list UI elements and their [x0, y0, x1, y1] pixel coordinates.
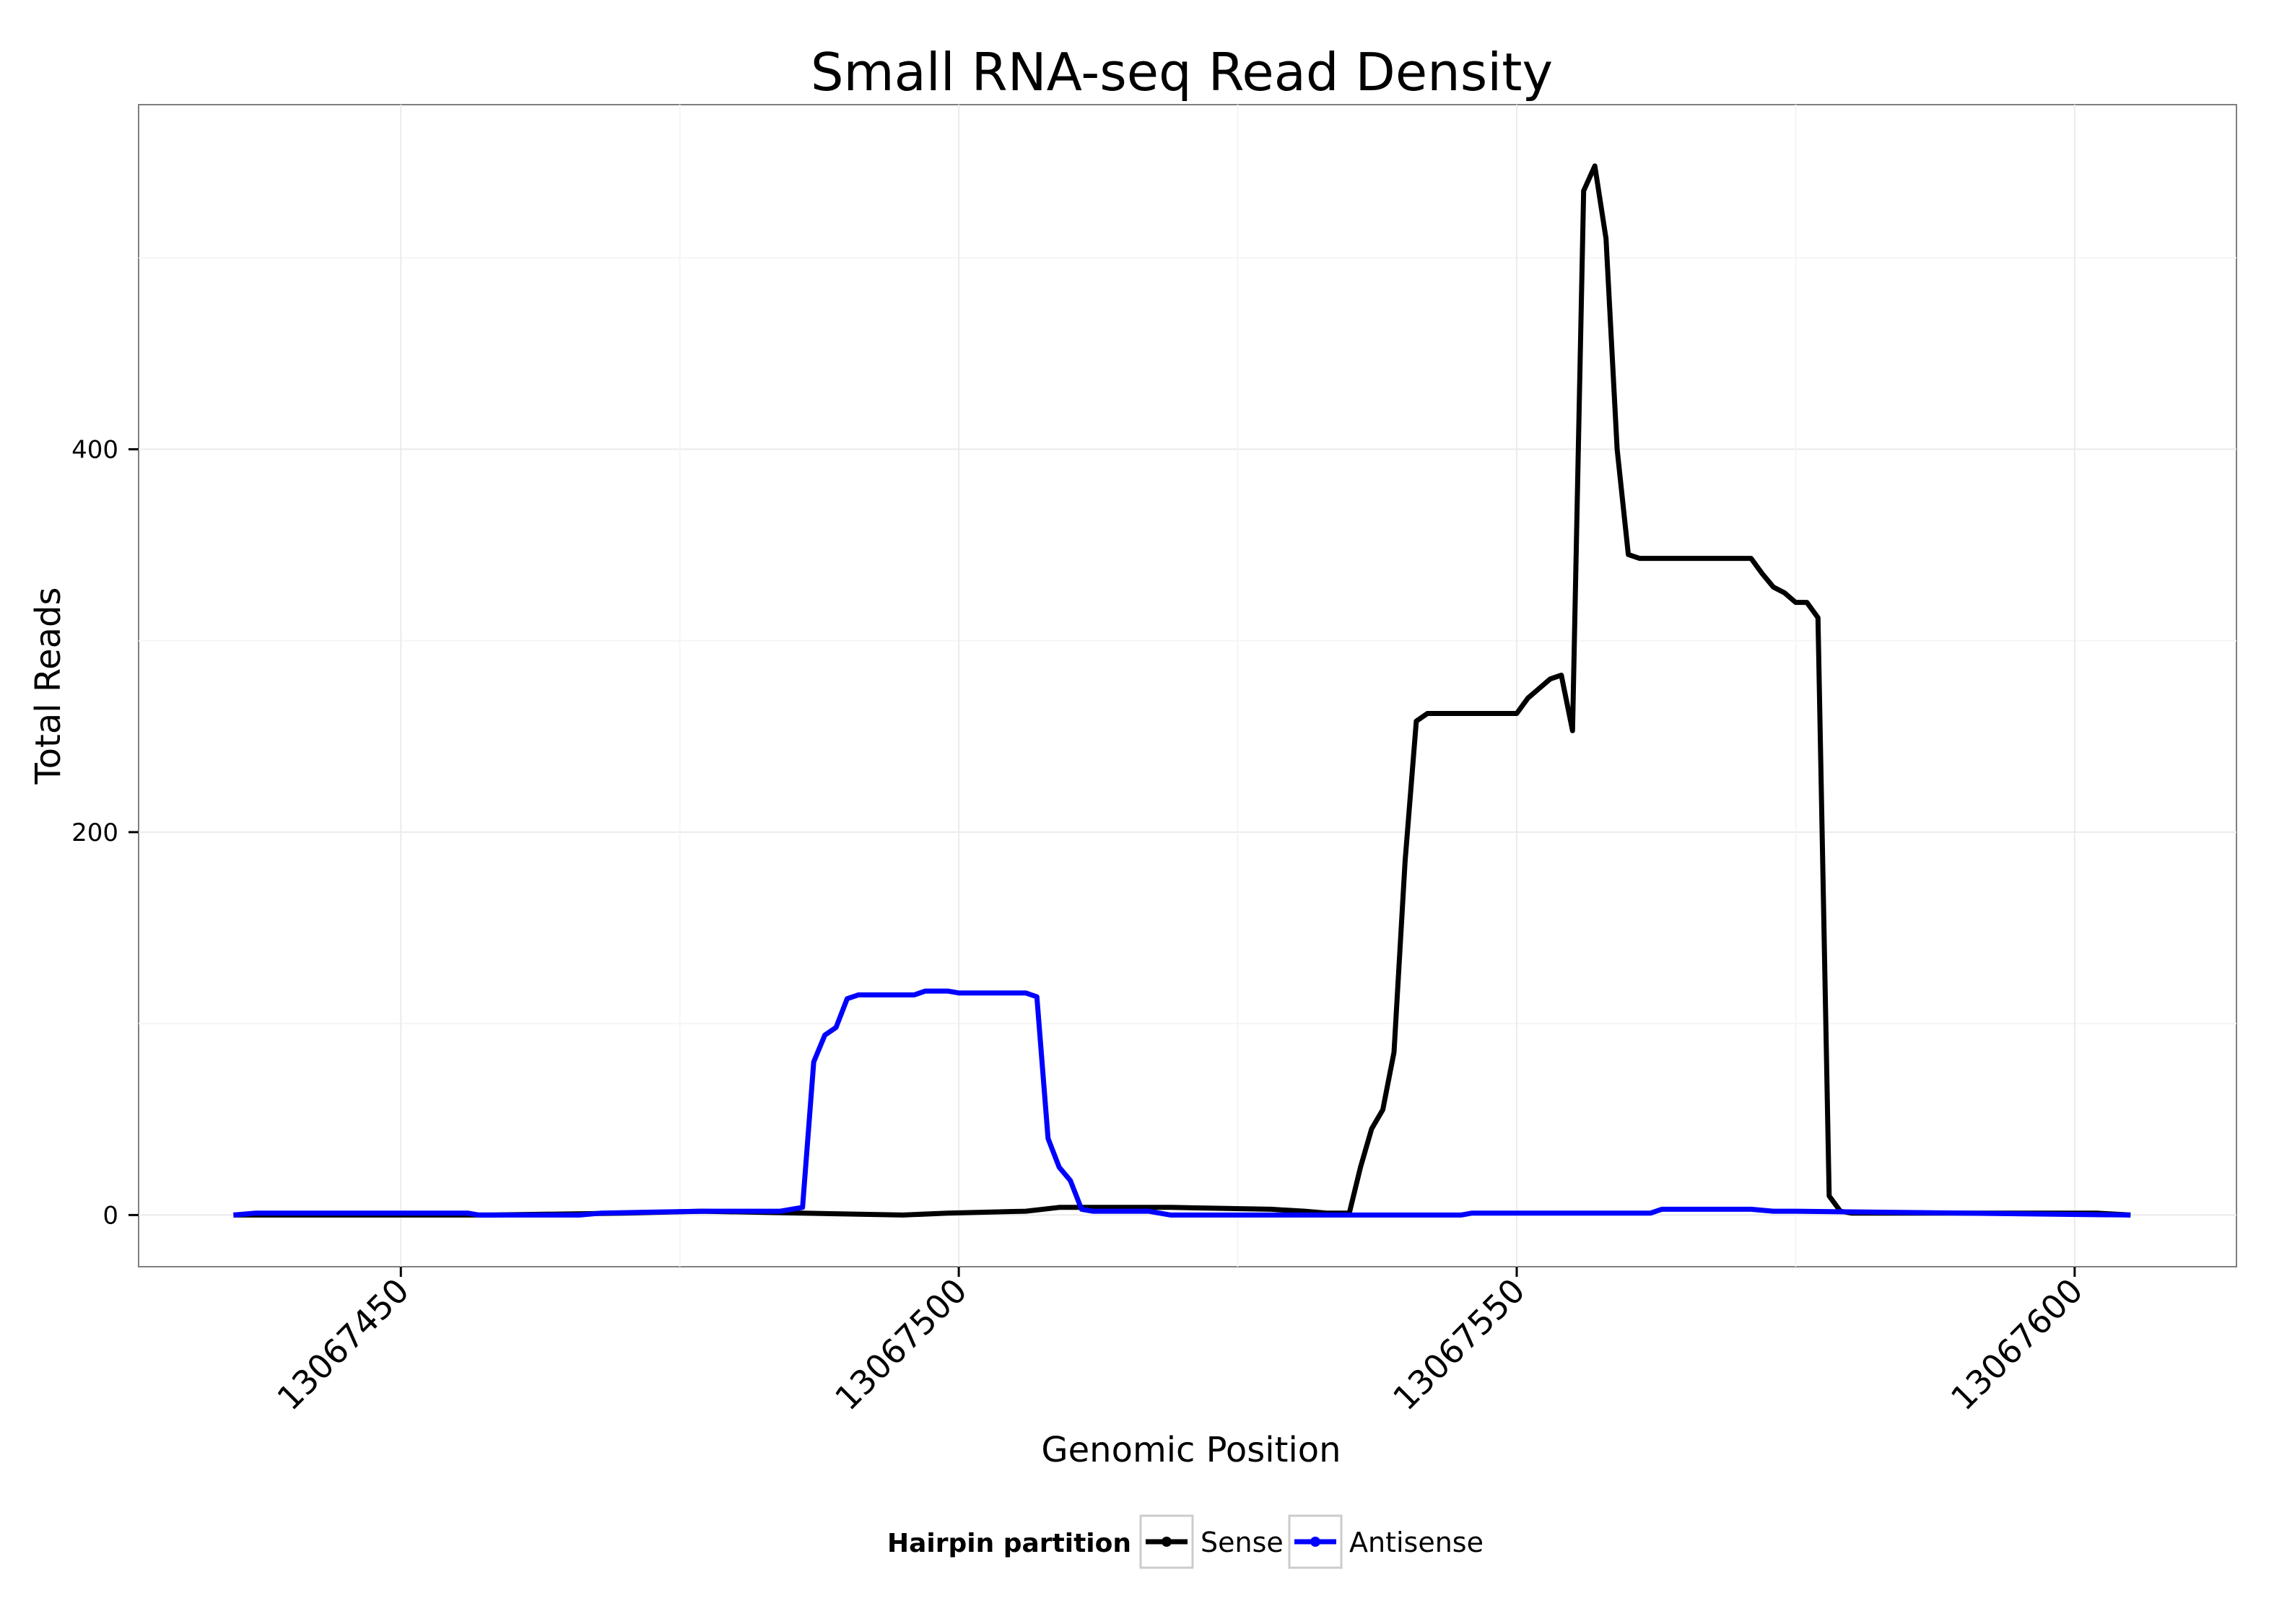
- x-tick-label: 13067550: [1385, 1271, 1533, 1418]
- gridlines: [139, 105, 2236, 1267]
- legend-label-sense: Sense: [1201, 1527, 1284, 1558]
- legend-dot-sense: [1162, 1537, 1172, 1547]
- series-line-sense: [233, 163, 2131, 1218]
- y-axis-ticks: 0 200 400: [71, 435, 139, 1230]
- legend-label-antisense: Antisense: [1349, 1527, 1484, 1558]
- y-tick-label: 200: [71, 818, 118, 847]
- x-tick-label: 13067500: [827, 1271, 975, 1418]
- plot-panel: [138, 104, 2237, 1267]
- y-tick-label: 0: [103, 1201, 118, 1230]
- y-axis-title: Total Reads: [28, 588, 69, 785]
- data-series: [233, 163, 2131, 1218]
- legend-title: Hairpin partition: [887, 1529, 1131, 1558]
- series-line-antisense: [233, 988, 2131, 1218]
- y-tick-label: 400: [71, 435, 118, 464]
- chart-title: Small RNA-seq Read Density: [811, 42, 1553, 102]
- x-tick-label: 13067600: [1943, 1271, 2091, 1418]
- x-axis-ticks: 13067450 13067500 13067550 13067600: [269, 1267, 2091, 1418]
- x-axis-title: Genomic Position: [1041, 1430, 1341, 1470]
- legend-dot-antisense: [1310, 1537, 1320, 1547]
- x-tick-label: 13067450: [269, 1271, 417, 1418]
- legend: Hairpin partition Sense Antisense: [887, 1514, 1484, 1569]
